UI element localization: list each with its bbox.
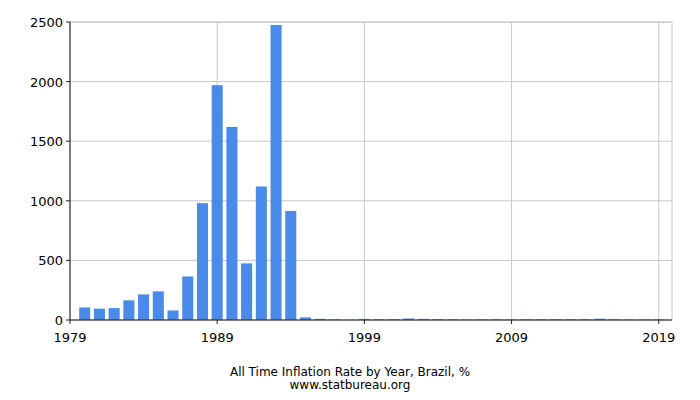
y-tick (66, 22, 70, 23)
bar (241, 263, 252, 320)
y-tick (66, 260, 70, 261)
bar (138, 294, 149, 320)
x-tick-label: 1989 (201, 330, 234, 345)
y-grid-line (70, 141, 672, 142)
y-tick (66, 141, 70, 142)
bar (285, 211, 296, 320)
bar (256, 186, 267, 320)
bar (197, 203, 208, 320)
x-tick (511, 320, 512, 324)
x-tick (364, 320, 365, 324)
bar (94, 309, 105, 320)
x-tick-label: 1979 (53, 330, 86, 345)
y-tick (66, 81, 70, 82)
y-grid-line (70, 200, 672, 201)
bar (182, 276, 193, 320)
bar (168, 310, 179, 320)
bar (226, 127, 237, 320)
bar (271, 25, 282, 320)
y-tick-label: 1500 (30, 134, 63, 149)
y-tick (66, 320, 70, 321)
bar (153, 291, 164, 320)
chart: 0 500 1000 1500 2000 2500 1979 1989 1999 2009 2019… (0, 0, 700, 400)
x-grid-line (364, 22, 365, 320)
y-axis-line (70, 22, 71, 320)
title: All Time Inflation Rate by Year, Brazil,… (230, 365, 470, 379)
x-axis-line (70, 320, 672, 321)
y-tick-label: 500 (38, 253, 63, 268)
plot-frame (70, 22, 672, 320)
bar (212, 85, 223, 320)
x-tick-label: 2019 (642, 330, 675, 345)
bar (79, 307, 90, 320)
x-tick (70, 320, 71, 324)
x-tick (658, 320, 659, 324)
bar (123, 300, 134, 320)
x-tick-label: 1999 (348, 330, 381, 345)
y-tick-label: 0 (55, 313, 63, 328)
y-grid-line (70, 320, 672, 321)
y-tick (66, 200, 70, 201)
bars (79, 25, 664, 320)
x-grid-line (70, 22, 71, 320)
x-tick-label: 2009 (495, 330, 528, 345)
y-tick-label: 2000 (30, 75, 63, 90)
bar (109, 308, 120, 320)
x-grid-line (658, 22, 659, 320)
y-grid-line (70, 81, 672, 82)
y-tick-label: 2500 (30, 15, 63, 30)
y-grid-line (70, 260, 672, 261)
x-tick (217, 320, 218, 324)
x-grid-line (511, 22, 512, 320)
y-tick-label: 1000 (30, 194, 63, 209)
subtitle: www.statbureau.org (290, 378, 411, 392)
